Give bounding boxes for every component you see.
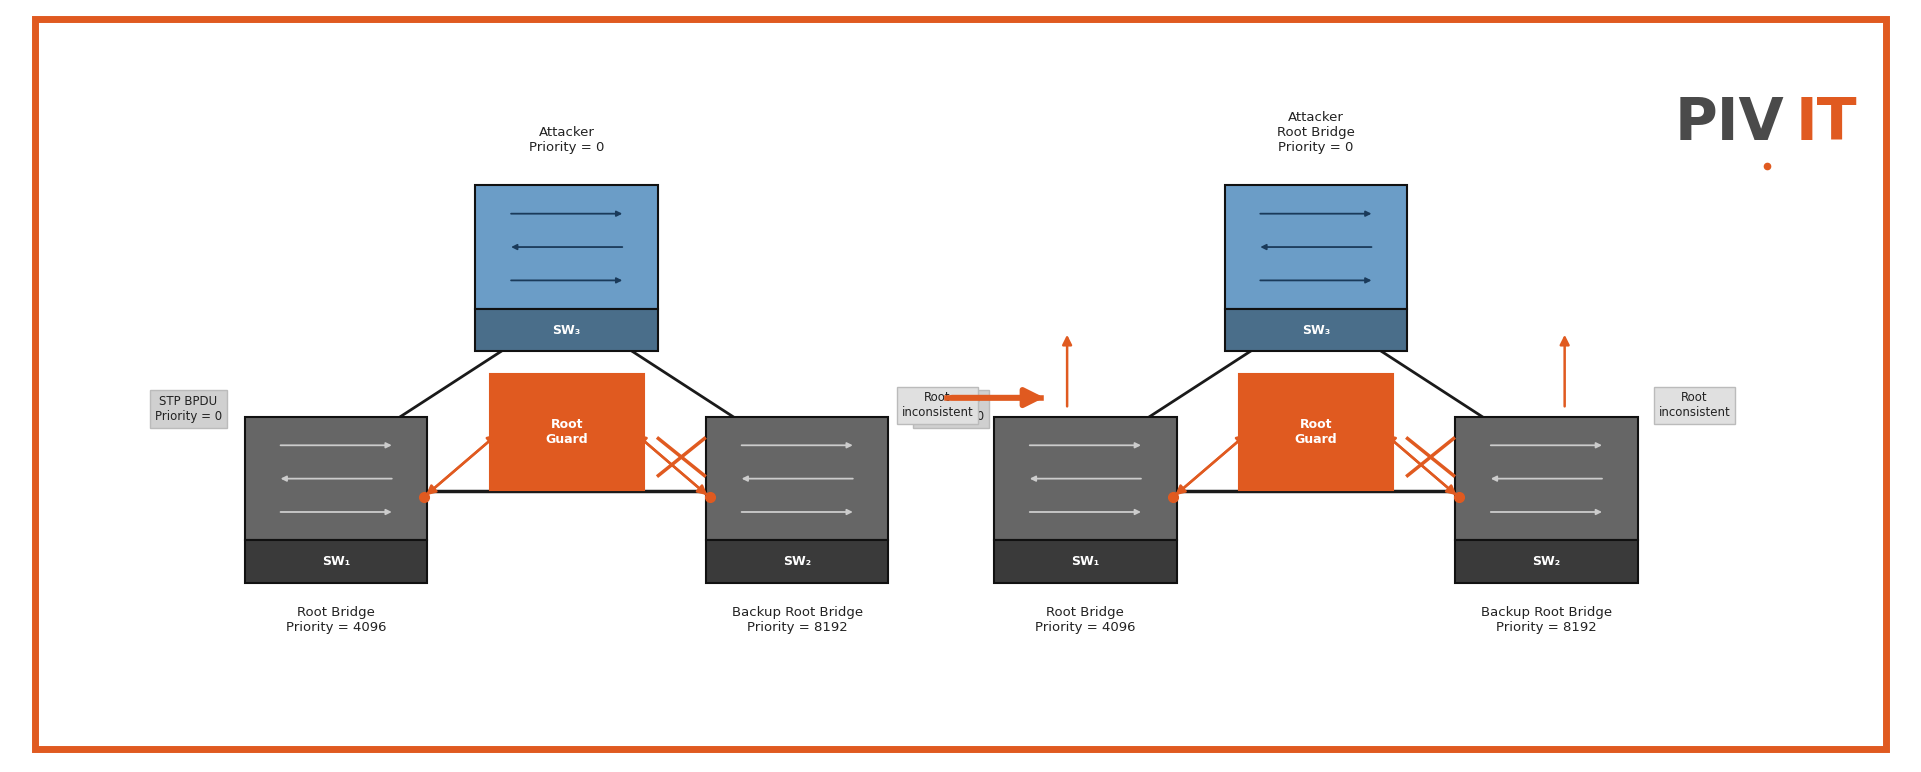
FancyBboxPatch shape [476,309,657,351]
FancyBboxPatch shape [1456,540,1637,583]
Text: Root
Guard: Root Guard [1295,418,1337,446]
Text: SW₃: SW₃ [553,323,580,337]
FancyBboxPatch shape [1456,417,1637,540]
Text: IT: IT [1794,95,1858,152]
Text: Backup Root Bridge
Priority = 8192: Backup Root Bridge Priority = 8192 [732,606,863,634]
Text: Attacker
Root Bridge
Priority = 0: Attacker Root Bridge Priority = 0 [1277,111,1354,154]
FancyBboxPatch shape [707,417,888,540]
Text: Attacker
Priority = 0: Attacker Priority = 0 [528,127,605,154]
Text: Root
Guard: Root Guard [546,418,588,446]
Text: SW₁: SW₁ [323,555,350,568]
FancyBboxPatch shape [490,374,644,490]
Text: SW₂: SW₂ [1533,555,1560,568]
Text: SW₂: SW₂ [784,555,811,568]
Text: Root Bridge
Priority = 4096: Root Bridge Priority = 4096 [1035,606,1135,634]
FancyArrowPatch shape [818,421,882,441]
FancyBboxPatch shape [707,540,888,583]
Text: Root
inconsistent: Root inconsistent [1658,391,1731,419]
Text: Root
inconsistent: Root inconsistent [901,391,974,419]
Text: SW₃: SW₃ [1302,323,1329,337]
Text: STP BPDU
Priority = 0: STP BPDU Priority = 0 [918,395,984,423]
FancyBboxPatch shape [1226,185,1406,309]
FancyBboxPatch shape [995,417,1176,540]
FancyBboxPatch shape [1226,309,1406,351]
FancyArrowPatch shape [257,421,315,441]
Text: Backup Root Bridge
Priority = 8192: Backup Root Bridge Priority = 8192 [1481,606,1612,634]
FancyBboxPatch shape [995,540,1176,583]
FancyBboxPatch shape [1239,374,1393,490]
Text: Root Bridge
Priority = 4096: Root Bridge Priority = 4096 [286,606,386,634]
Text: SW₁: SW₁ [1072,555,1099,568]
FancyBboxPatch shape [246,540,426,583]
Text: STP BPDU
Priority = 0: STP BPDU Priority = 0 [156,395,221,423]
FancyBboxPatch shape [476,185,657,309]
Text: PIV: PIV [1675,95,1785,152]
FancyBboxPatch shape [246,417,426,540]
